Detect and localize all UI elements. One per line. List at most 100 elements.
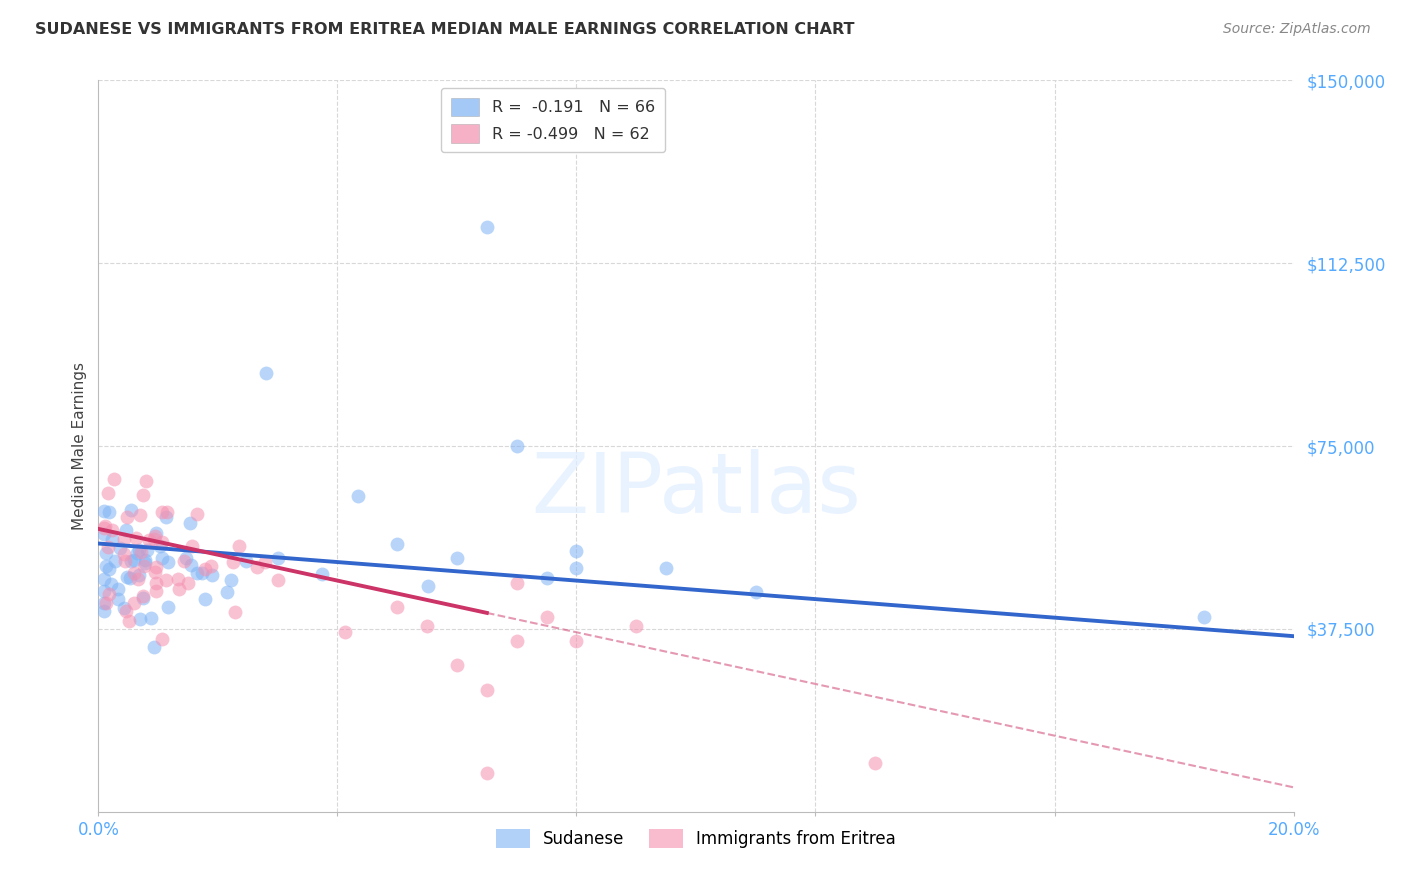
Point bbox=[194, 562, 217, 576]
Point bbox=[145, 526, 167, 541]
Point bbox=[129, 612, 152, 626]
Point bbox=[94, 559, 117, 574]
Point bbox=[143, 528, 166, 542]
Point bbox=[145, 559, 167, 574]
Point bbox=[156, 555, 179, 569]
Point bbox=[93, 518, 115, 533]
Point bbox=[108, 541, 131, 555]
Point bbox=[132, 591, 155, 606]
Point bbox=[94, 596, 117, 610]
Point bbox=[107, 582, 129, 597]
Text: SUDANESE VS IMMIGRANTS FROM ERITREA MEDIAN MALE EARNINGS CORRELATION CHART: SUDANESE VS IMMIGRANTS FROM ERITREA MEDI… bbox=[35, 22, 855, 37]
Point bbox=[385, 599, 409, 614]
Point bbox=[201, 568, 224, 582]
Point bbox=[115, 523, 138, 537]
Point bbox=[194, 591, 217, 606]
Point bbox=[134, 559, 156, 574]
Point bbox=[98, 506, 121, 520]
Point bbox=[93, 526, 115, 541]
Point bbox=[475, 765, 498, 780]
Point bbox=[132, 488, 155, 502]
Point bbox=[173, 554, 195, 568]
Point bbox=[97, 562, 120, 576]
Point bbox=[93, 596, 115, 610]
Point bbox=[145, 584, 167, 599]
Point bbox=[132, 589, 155, 603]
Point bbox=[215, 585, 238, 599]
Point bbox=[267, 550, 290, 565]
Point bbox=[177, 575, 200, 590]
Point bbox=[180, 558, 202, 573]
Point bbox=[156, 505, 179, 519]
Point bbox=[626, 619, 648, 633]
Point bbox=[112, 547, 135, 561]
Point bbox=[134, 552, 156, 566]
Point bbox=[93, 604, 115, 618]
Point bbox=[114, 604, 136, 618]
Point bbox=[266, 573, 288, 587]
Point bbox=[254, 366, 277, 380]
Point bbox=[143, 565, 166, 579]
Point bbox=[174, 550, 197, 565]
Point bbox=[186, 566, 208, 581]
Point bbox=[446, 551, 468, 566]
Point bbox=[94, 546, 117, 560]
Point bbox=[333, 624, 356, 639]
Point bbox=[118, 615, 141, 629]
Point bbox=[112, 532, 135, 546]
Point bbox=[93, 504, 115, 518]
Point bbox=[97, 486, 120, 500]
Point bbox=[246, 560, 269, 574]
Text: Source: ZipAtlas.com: Source: ZipAtlas.com bbox=[1223, 22, 1371, 37]
Point bbox=[104, 553, 127, 567]
Point bbox=[150, 632, 173, 646]
Point bbox=[145, 576, 167, 591]
Point bbox=[1192, 609, 1215, 624]
Point bbox=[127, 573, 149, 587]
Point bbox=[97, 540, 120, 554]
Point bbox=[416, 579, 439, 593]
Point bbox=[143, 640, 166, 655]
Point bbox=[565, 543, 588, 558]
Point bbox=[93, 583, 115, 598]
Point bbox=[347, 490, 370, 504]
Point bbox=[228, 539, 250, 553]
Point bbox=[190, 566, 212, 581]
Point bbox=[98, 587, 121, 601]
Point bbox=[103, 472, 125, 486]
Point bbox=[93, 572, 115, 586]
Point bbox=[128, 568, 150, 582]
Point bbox=[475, 682, 498, 697]
Point bbox=[115, 510, 138, 524]
Point bbox=[655, 561, 678, 575]
Point bbox=[120, 503, 142, 517]
Point bbox=[107, 591, 129, 606]
Point bbox=[112, 601, 135, 615]
Point bbox=[446, 658, 468, 673]
Text: ZIPatlas: ZIPatlas bbox=[531, 450, 860, 531]
Point bbox=[311, 566, 333, 581]
Point bbox=[150, 505, 173, 519]
Point bbox=[101, 532, 124, 546]
Point bbox=[235, 554, 257, 568]
Point bbox=[93, 521, 115, 535]
Point bbox=[143, 532, 166, 546]
Point bbox=[150, 534, 173, 549]
Point bbox=[120, 554, 142, 568]
Point bbox=[134, 556, 156, 570]
Point bbox=[114, 553, 136, 567]
Point bbox=[865, 756, 887, 770]
Point bbox=[128, 508, 150, 523]
Point bbox=[149, 540, 172, 554]
Point bbox=[416, 619, 439, 633]
Point bbox=[150, 550, 173, 565]
Point bbox=[117, 570, 139, 584]
Point bbox=[167, 582, 190, 596]
Point bbox=[136, 543, 159, 558]
Point bbox=[186, 507, 208, 521]
Point bbox=[179, 516, 201, 530]
Point bbox=[222, 555, 245, 569]
Point bbox=[156, 600, 179, 615]
Point bbox=[224, 605, 246, 619]
Point bbox=[506, 575, 529, 590]
